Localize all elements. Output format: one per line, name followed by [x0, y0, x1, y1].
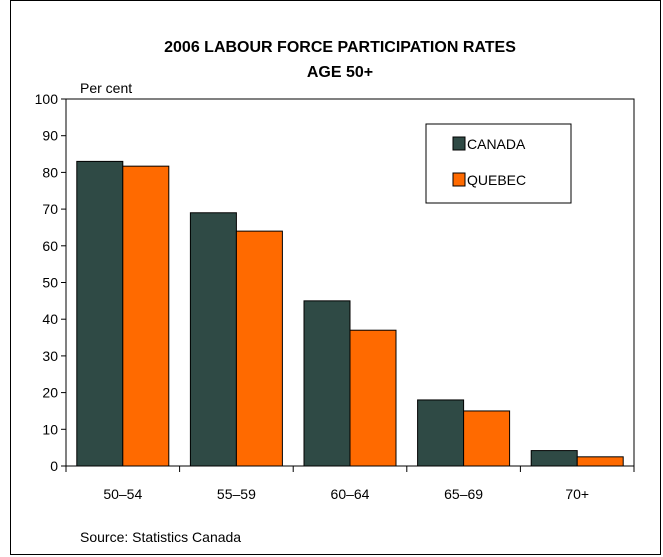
y-tick-label: 10: [42, 421, 58, 437]
y-tick-label: 100: [35, 91, 59, 107]
bar-canada-2: [303, 300, 351, 467]
chart-title: 2006 LABOUR FORCE PARTICIPATION RATES: [164, 39, 516, 56]
x-axis: 50–54 55–59 60–64 65–69 70+: [65, 466, 635, 502]
x-tick-label: 65–69: [444, 486, 483, 502]
x-tick-label: 70+: [565, 486, 589, 502]
bar-quebec-2: [349, 329, 397, 467]
y-axis-label: Per cent: [80, 80, 132, 96]
source-note: Source: Statistics Canada: [80, 529, 241, 545]
legend: CANADA QUEBEC: [425, 123, 572, 204]
y-tick-label: 30: [42, 348, 58, 364]
x-tick-label: 60–64: [331, 486, 370, 502]
bar-quebec-1: [235, 230, 283, 467]
y-tick-label: 70: [42, 201, 58, 217]
legend-label-canada: CANADA: [467, 136, 526, 152]
y-tick-label: 20: [42, 385, 58, 401]
x-tick-label: 50–54: [103, 486, 142, 502]
bars-group: [76, 160, 624, 467]
y-tick-label: 40: [42, 311, 58, 327]
bar-quebec-0: [122, 165, 170, 467]
y-tick-label: 60: [42, 238, 58, 254]
bar-canada-4: [530, 450, 578, 467]
y-tick-label: 80: [42, 164, 58, 180]
bar-quebec-3: [463, 410, 511, 467]
y-tick-label: 90: [42, 128, 58, 144]
y-tick-label: 50: [42, 275, 58, 291]
chart-subtitle: AGE 50+: [307, 64, 373, 81]
y-tick-label: 0: [50, 458, 58, 474]
legend-swatch-quebec: [452, 172, 466, 187]
bar-canada-3: [417, 399, 465, 467]
y-axis: 0 10 20 30 40 50 60 70 80 90 100: [35, 91, 66, 474]
legend-label-quebec: QUEBEC: [467, 172, 526, 188]
bar-canada-0: [76, 160, 124, 467]
x-tick-label: 55–59: [217, 486, 256, 502]
bar-canada-1: [189, 212, 237, 467]
bar-quebec-4: [576, 456, 624, 467]
legend-box: [425, 123, 572, 204]
legend-swatch-canada: [452, 136, 466, 151]
